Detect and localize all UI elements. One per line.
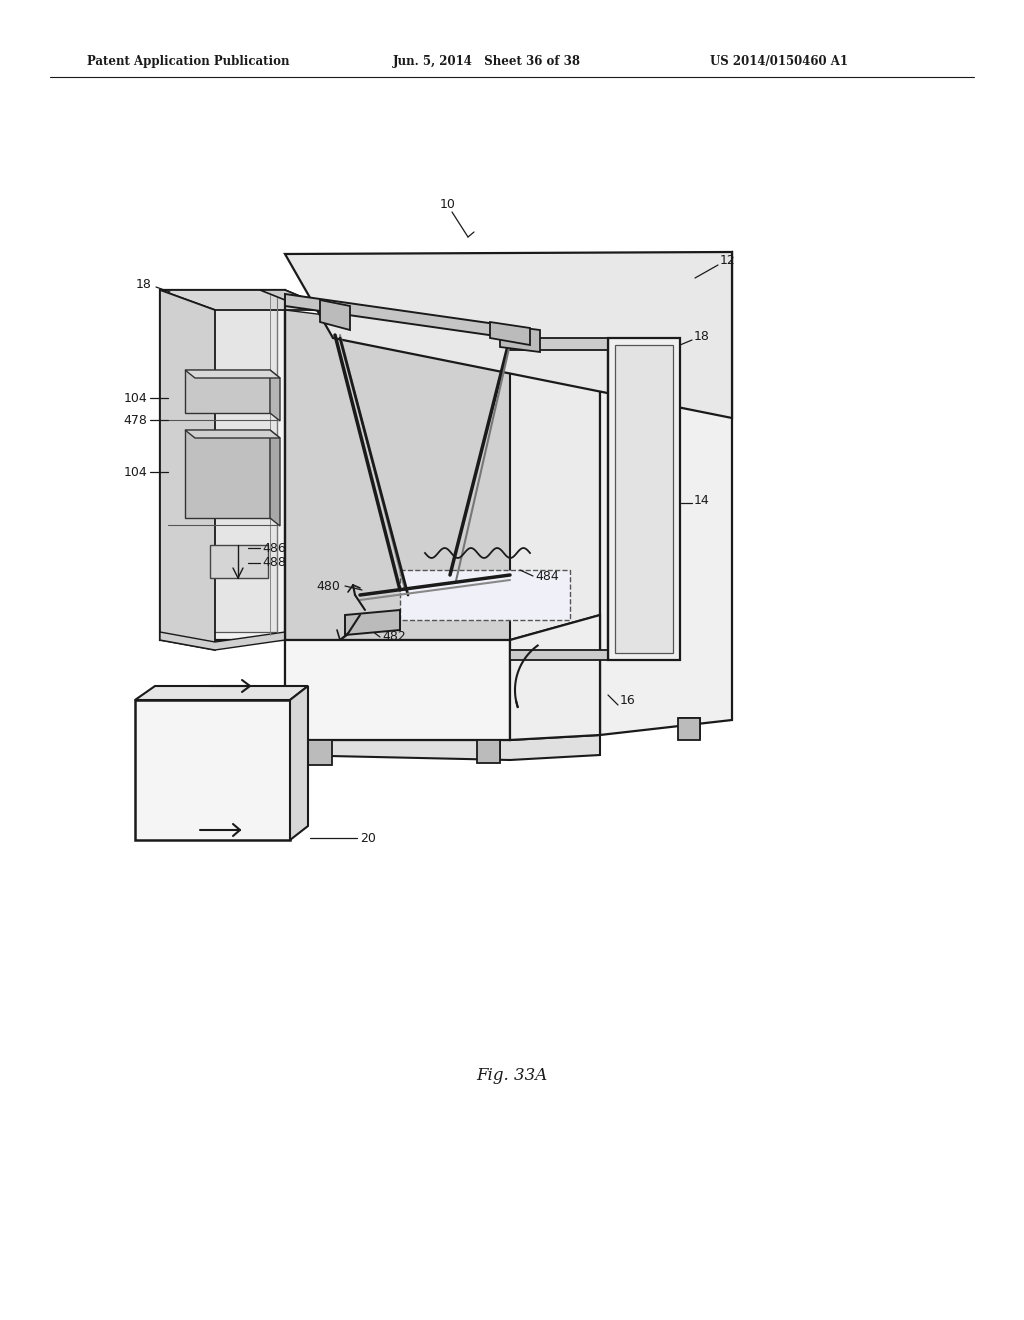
Polygon shape — [260, 290, 333, 310]
Polygon shape — [285, 735, 600, 760]
Polygon shape — [510, 338, 608, 350]
Text: 10: 10 — [440, 198, 456, 211]
Polygon shape — [600, 252, 732, 735]
Polygon shape — [490, 322, 530, 345]
Polygon shape — [285, 310, 510, 640]
Text: 20: 20 — [360, 832, 376, 845]
Polygon shape — [160, 290, 285, 640]
Polygon shape — [480, 741, 500, 760]
Polygon shape — [615, 345, 673, 653]
Polygon shape — [135, 700, 290, 840]
Polygon shape — [678, 718, 700, 741]
Text: 482: 482 — [382, 631, 406, 644]
Polygon shape — [160, 290, 215, 649]
Polygon shape — [135, 686, 308, 700]
Polygon shape — [400, 570, 570, 620]
Polygon shape — [680, 718, 700, 738]
Polygon shape — [477, 741, 500, 763]
Text: 18: 18 — [136, 279, 152, 292]
Polygon shape — [510, 615, 600, 741]
Polygon shape — [308, 741, 332, 766]
Polygon shape — [185, 370, 270, 413]
Polygon shape — [285, 640, 510, 741]
Text: 18: 18 — [694, 330, 710, 343]
Polygon shape — [185, 370, 280, 378]
Text: 12: 12 — [720, 253, 736, 267]
Polygon shape — [285, 252, 732, 418]
Polygon shape — [270, 370, 280, 421]
Polygon shape — [345, 610, 400, 635]
Text: 484: 484 — [535, 569, 559, 582]
Text: Fig. 33A: Fig. 33A — [476, 1067, 548, 1084]
Polygon shape — [510, 649, 608, 660]
Polygon shape — [500, 325, 540, 352]
Text: 14: 14 — [694, 494, 710, 507]
Text: Jun. 5, 2014   Sheet 36 of 38: Jun. 5, 2014 Sheet 36 of 38 — [393, 55, 581, 69]
Text: 480: 480 — [316, 579, 340, 593]
Text: US 2014/0150460 A1: US 2014/0150460 A1 — [710, 55, 848, 69]
Text: 16: 16 — [620, 693, 636, 706]
Text: Patent Application Publication: Patent Application Publication — [87, 55, 290, 69]
Polygon shape — [285, 615, 600, 640]
Polygon shape — [168, 298, 278, 632]
Text: 104: 104 — [123, 392, 147, 404]
Text: 478: 478 — [123, 413, 147, 426]
Polygon shape — [185, 430, 270, 517]
Polygon shape — [185, 430, 280, 438]
Polygon shape — [510, 268, 600, 735]
Polygon shape — [319, 300, 350, 330]
Polygon shape — [270, 430, 280, 525]
Polygon shape — [160, 290, 333, 310]
Polygon shape — [285, 640, 510, 741]
Polygon shape — [308, 741, 330, 760]
Text: 104: 104 — [123, 466, 147, 479]
Polygon shape — [285, 294, 510, 338]
Polygon shape — [290, 686, 308, 840]
Text: 488: 488 — [262, 557, 286, 569]
Polygon shape — [210, 545, 268, 578]
Polygon shape — [510, 615, 600, 741]
Polygon shape — [608, 338, 680, 660]
Text: 486: 486 — [262, 541, 286, 554]
Polygon shape — [160, 632, 285, 649]
